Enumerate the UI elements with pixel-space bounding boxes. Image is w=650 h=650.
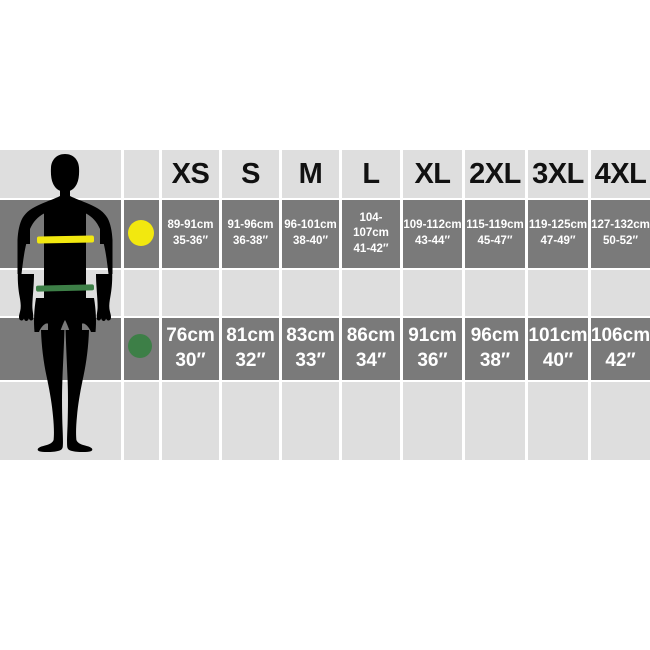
silhouette-body bbox=[17, 154, 113, 453]
waist-cell-l: 86cm 34″ bbox=[342, 318, 400, 380]
size-chart-table: XS S M L XL 2XL 3XL 4XL 89-91cm 35-36″ 9… bbox=[0, 150, 650, 460]
chest-inch-4xl: 50-52″ bbox=[603, 235, 638, 247]
size-header-xl[interactable]: XL bbox=[414, 157, 451, 190]
waist-inch-xs: 30″ bbox=[175, 350, 206, 371]
chest-inch-2xl: 45-47″ bbox=[477, 235, 513, 247]
waist-cell-2xl: 96cm 38″ bbox=[465, 318, 525, 380]
waist-cell-m: 83cm 33″ bbox=[282, 318, 339, 380]
chest-cell-m: 96-101cm 38-40″ bbox=[282, 200, 339, 268]
chest-cm-3xl: 119-125cm bbox=[528, 219, 588, 232]
footer-row-band bbox=[0, 382, 650, 460]
waist-cm-m: 83cm bbox=[286, 325, 335, 347]
size-header-m[interactable]: M bbox=[298, 157, 323, 190]
waist-cm-l: 86cm bbox=[346, 325, 396, 347]
chest-inch-xs: 35-36″ bbox=[173, 235, 208, 247]
chest-cm-2xl: 115-119cm bbox=[466, 219, 524, 232]
chest-cell-3xl: 119-125cm 47-49″ bbox=[528, 200, 588, 268]
chest-cell-2xl: 115-119cm 45-47″ bbox=[465, 200, 525, 268]
chest-cell-4xl: 127-132cm 50-52″ bbox=[591, 200, 650, 268]
chest-cm-xs: 89-91cm bbox=[167, 219, 214, 232]
column-separator bbox=[339, 150, 342, 460]
column-separator bbox=[588, 150, 591, 460]
waist-inch-l: 34″ bbox=[355, 350, 387, 371]
waist-cm-3xl: 101cm bbox=[528, 325, 588, 347]
waist-cm-xl: 91cm bbox=[408, 325, 457, 347]
waist-cell-xl: 91cm 36″ bbox=[403, 318, 462, 380]
waist-cell-s: 81cm 32″ bbox=[222, 318, 279, 380]
waist-cm-s: 81cm bbox=[226, 325, 275, 347]
column-separator bbox=[462, 150, 465, 460]
chest-inch-xl: 43-44″ bbox=[415, 235, 450, 247]
chest-inch-s: 36-38″ bbox=[233, 235, 268, 247]
chest-cm-s: 91-96cm bbox=[227, 219, 274, 232]
chest-cm-m: 96-101cm bbox=[284, 219, 337, 232]
waist-cm-xs: 76cm bbox=[166, 325, 215, 347]
chest-cell-xl: 109-112cm 43-44″ bbox=[403, 200, 462, 268]
size-header-s[interactable]: S bbox=[241, 157, 260, 190]
size-header-4xl[interactable]: 4XL bbox=[594, 157, 647, 190]
green-dot-icon bbox=[128, 334, 152, 358]
waist-cell-4xl: 106cm 42″ bbox=[591, 318, 650, 380]
chest-inch-3xl: 47-49″ bbox=[540, 235, 576, 247]
waist-cm-4xl: 106cm bbox=[590, 325, 650, 347]
chest-cell-s: 91-96cm 36-38″ bbox=[222, 200, 279, 268]
chest-cell-l: 104-107cm 41-42″ bbox=[342, 200, 400, 268]
column-separator bbox=[400, 150, 403, 460]
size-header-2xl[interactable]: 2XL bbox=[469, 157, 521, 190]
chest-measure-tape bbox=[36, 235, 95, 244]
chest-inch-l: 41-42″ bbox=[353, 242, 389, 255]
waist-inch-m: 33″ bbox=[295, 350, 326, 371]
chest-cell-xs: 89-91cm 35-36″ bbox=[162, 200, 219, 268]
waist-cm-2xl: 96cm bbox=[470, 325, 520, 347]
column-separator bbox=[121, 150, 124, 460]
size-header-l[interactable]: L bbox=[362, 157, 380, 190]
header-row-band bbox=[0, 150, 650, 198]
waist-inch-3xl: 40″ bbox=[542, 350, 574, 371]
chest-cm-xl: 109-112cm bbox=[403, 219, 462, 232]
male-silhouette-figure bbox=[8, 150, 120, 460]
column-separator bbox=[159, 150, 162, 460]
waist-cell-xs: 76cm 30″ bbox=[162, 318, 219, 380]
waist-measure-tape bbox=[35, 284, 95, 292]
column-separator bbox=[219, 150, 222, 460]
waist-cell-3xl: 101cm 40″ bbox=[528, 318, 588, 380]
waist-inch-2xl: 38″ bbox=[479, 350, 511, 371]
chest-cm-4xl: 127-132cm bbox=[591, 219, 650, 232]
column-separator bbox=[279, 150, 282, 460]
size-header-3xl[interactable]: 3XL bbox=[532, 157, 584, 190]
waist-row-band bbox=[0, 318, 650, 380]
chest-inch-m: 38-40″ bbox=[293, 235, 328, 247]
waist-inch-s: 32″ bbox=[235, 350, 266, 371]
column-separator bbox=[525, 150, 528, 460]
waist-inch-4xl: 42″ bbox=[605, 350, 636, 371]
yellow-dot-icon bbox=[128, 220, 154, 246]
size-header-xs[interactable]: XS bbox=[171, 157, 210, 190]
chest-cm-l: 104-107cm bbox=[353, 211, 389, 240]
waist-inch-xl: 36″ bbox=[417, 350, 448, 371]
